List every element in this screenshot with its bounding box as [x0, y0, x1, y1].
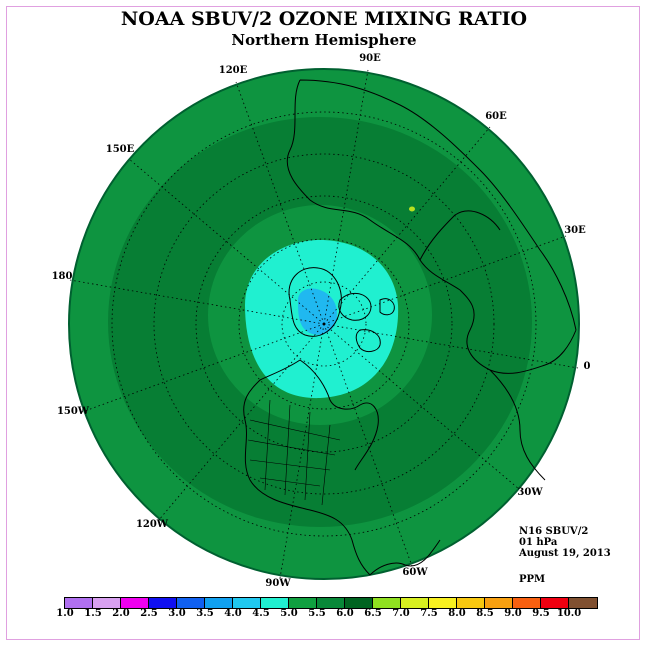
color-swatch-2 — [121, 598, 149, 608]
lon-label-150w: 150W — [57, 406, 90, 417]
color-tick-label: 5.0 — [280, 608, 298, 619]
color-swatch-10 — [345, 598, 373, 608]
coastlines — [243, 79, 577, 576]
map-subtitle: Northern Hemisphere — [231, 31, 417, 49]
lon-label-120w: 120W — [136, 519, 169, 530]
color-tick-label: 3.0 — [168, 608, 186, 619]
color-swatch-7 — [261, 598, 289, 608]
map-title: NOAA SBUV/2 OZONE MIXING RATIO — [120, 8, 528, 30]
color-tick-label: 7.5 — [420, 608, 438, 619]
color-swatch-11 — [373, 598, 401, 608]
lon-label-60e: 60E — [485, 111, 507, 122]
color-swatch-1 — [93, 598, 121, 608]
color-swatch-4 — [177, 598, 205, 608]
ozone-small-spot — [409, 206, 415, 212]
color-swatch-12 — [401, 598, 429, 608]
lon-label-0: 0 — [584, 361, 591, 372]
color-scale-bar — [64, 597, 598, 609]
lon-label-120e: 120E — [219, 65, 248, 76]
color-swatch-0 — [65, 598, 93, 608]
color-swatch-17 — [541, 598, 569, 608]
color-tick-label: 5.5 — [308, 608, 326, 619]
pressure-level-label: 01 hPa — [519, 537, 558, 548]
latitude-lines — [111, 111, 537, 537]
color-tick-label: 7.0 — [392, 608, 410, 619]
color-swatch-15 — [485, 598, 513, 608]
color-tick-label: 9.0 — [504, 608, 522, 619]
lon-label-60w: 60W — [402, 567, 428, 578]
color-swatch-13 — [429, 598, 457, 608]
color-swatch-3 — [149, 598, 177, 608]
lon-label-30w: 30W — [517, 487, 543, 498]
color-tick-label: 6.5 — [364, 608, 382, 619]
date-label: August 19, 2013 — [519, 548, 611, 559]
color-swatch-18 — [569, 598, 597, 608]
color-tick-label: 8.0 — [448, 608, 466, 619]
figure-frame — [6, 6, 640, 640]
color-tick-label: 4.5 — [252, 608, 270, 619]
color-tick-label: 2.0 — [112, 608, 130, 619]
lon-label-150e: 150E — [106, 144, 135, 155]
info-block: N16 SBUV/2 01 hPa August 19, 2013 — [519, 526, 611, 559]
lon-label-90w: 90W — [265, 578, 291, 589]
color-tick-label: 8.5 — [476, 608, 494, 619]
color-swatch-6 — [233, 598, 261, 608]
color-tick-label: 1.0 — [56, 608, 74, 619]
lon-label-180: 180 — [52, 271, 73, 282]
satellite-label: N16 SBUV/2 — [519, 526, 589, 537]
ozone-pole-spot — [298, 288, 338, 335]
lon-label-90e: 90E — [359, 53, 381, 64]
color-tick-label: 4.0 — [224, 608, 242, 619]
color-swatch-8 — [289, 598, 317, 608]
color-swatch-5 — [205, 598, 233, 608]
color-swatch-16 — [513, 598, 541, 608]
color-swatch-9 — [317, 598, 345, 608]
units-label: PPM — [519, 574, 546, 585]
color-tick-label: 3.5 — [196, 608, 214, 619]
us-state-lines — [247, 399, 341, 506]
color-tick-label: 10.0 — [556, 608, 582, 619]
lon-label-30e: 30E — [564, 225, 586, 236]
color-tick-label: 9.5 — [532, 608, 550, 619]
color-tick-label: 6.0 — [336, 608, 354, 619]
color-swatch-14 — [457, 598, 485, 608]
color-scale-ticks: 1.0 1.5 2.0 2.5 3.0 3.5 4.0 4.5 5.0 5.5 6.0 6.5 7.0 7… — [0, 608, 648, 622]
color-tick-label: 1.5 — [84, 608, 102, 619]
color-tick-label: 2.5 — [140, 608, 158, 619]
meridian-lines — [69, 69, 579, 579]
